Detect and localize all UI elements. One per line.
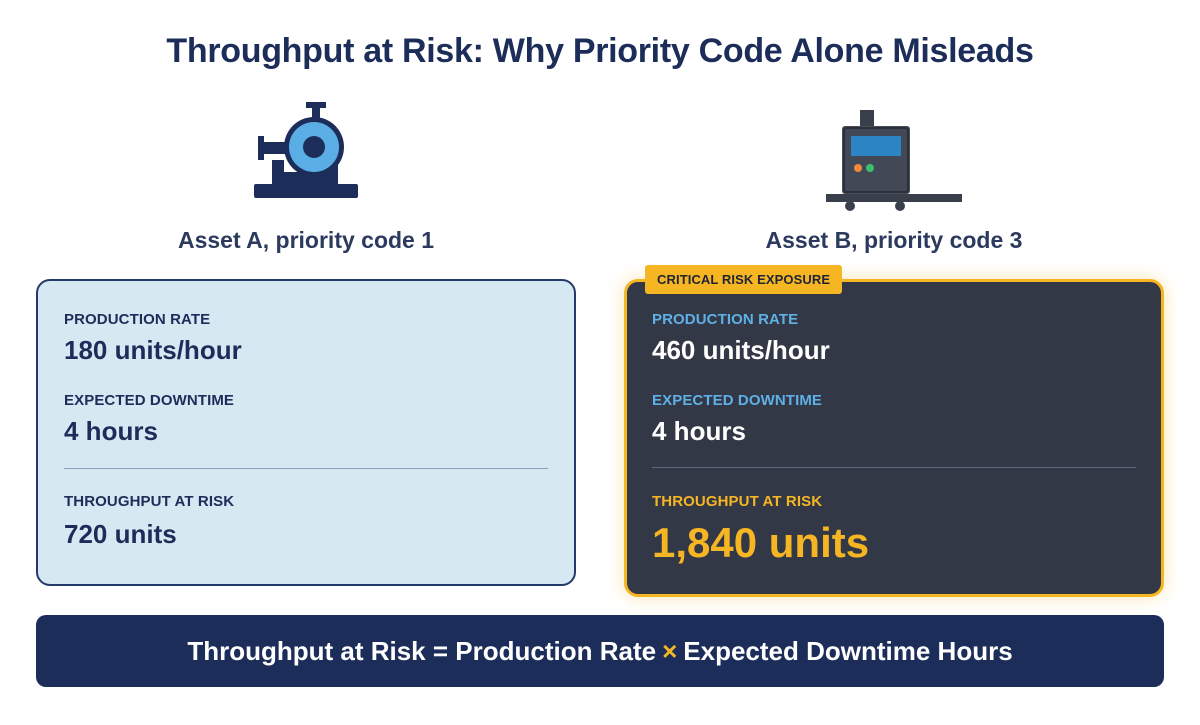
multiply-operator: × (662, 636, 678, 666)
production-rate-value: 180 units/hour (64, 335, 242, 365)
critical-risk-badge: CRITICAL RISK EXPOSURE (645, 265, 843, 294)
downtime-value: 4 hours (652, 416, 746, 446)
downtime-label: EXPECTED DOWNTIME (64, 392, 235, 409)
formula-left: Throughput at Risk = Production Rate (187, 636, 657, 666)
throughput-at-risk-value: 1,840 units (652, 519, 870, 566)
production-rate-label: PRODUCTION RATE (652, 311, 799, 328)
throughput-at-risk-value: 720 units (64, 519, 177, 549)
throughput-at-risk-label: THROUGHPUT AT RISK (64, 493, 235, 510)
production-rate-value: 460 units/hour (652, 335, 830, 365)
page-title: Throughput at Risk: Why Priority Code Al… (166, 32, 1034, 70)
asset-b-label: Asset B, priority code 3 (765, 227, 1023, 253)
divider (652, 467, 1136, 468)
throughput-at-risk-label: THROUGHPUT AT RISK (652, 493, 823, 510)
production-rate-label: PRODUCTION RATE (64, 311, 211, 328)
formula-right: Expected Downtime Hours (683, 636, 1013, 666)
divider (64, 468, 548, 469)
formula-banner: Throughput at Risk = Production Rate × Exp… (36, 615, 1164, 687)
conveyor-machine-icon (824, 108, 964, 212)
asset-a-card: PRODUCTION RATE 180 units/hour EXPECTED … (36, 279, 576, 586)
asset-b-card: PRODUCTION RATE 460 units/hour EXPECTED … (624, 279, 1164, 597)
downtime-label: EXPECTED DOWNTIME (652, 392, 823, 409)
asset-a-label: Asset A, priority code 1 (177, 227, 435, 253)
downtime-value: 4 hours (64, 416, 158, 446)
pump-icon (250, 100, 362, 200)
